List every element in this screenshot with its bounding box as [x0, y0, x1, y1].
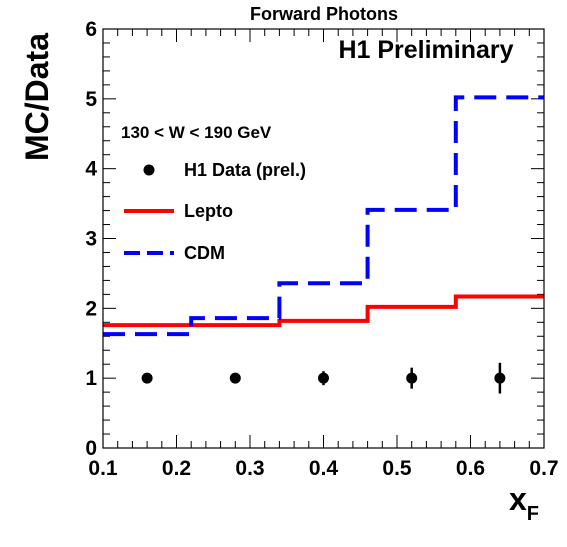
x-tick-label: 0.2	[162, 457, 191, 480]
data-point	[318, 372, 329, 384]
data-point	[141, 372, 153, 384]
preliminary-label: H1 Preliminary	[338, 36, 513, 64]
chart-title: Forward Photons	[250, 4, 398, 24]
y-axis-label: MC/Data	[19, 33, 55, 161]
y-tick-label: 1	[85, 367, 97, 390]
legend-label: CDM	[184, 243, 225, 263]
y-tick-label: 4	[85, 158, 97, 181]
x-axis-label: xF	[509, 481, 539, 525]
data-point	[406, 372, 418, 384]
y-tick-label: 6	[85, 18, 97, 41]
legend-marker-data	[143, 164, 155, 176]
x-axis-label-main: x	[509, 481, 527, 517]
data-point	[494, 372, 506, 384]
x-axis-label-sub: F	[527, 503, 539, 525]
data-point	[229, 372, 241, 384]
plot-frame	[102, 28, 545, 449]
x-tick-label: 0.4	[309, 457, 339, 480]
x-tick-label: 0.1	[88, 457, 118, 480]
lepto-histogram-line	[103, 294, 544, 328]
x-tick-label: 0.3	[235, 457, 264, 480]
y-tick-label: 0	[85, 437, 97, 460]
cut-label: 130 < W < 190 GeV	[121, 123, 272, 142]
y-tick-label: 5	[85, 88, 97, 111]
y-tick-label: 2	[85, 297, 97, 320]
x-tick-label: 0.6	[456, 457, 485, 480]
legend-label: H1 Data (prel.)	[184, 160, 306, 180]
y-tick-label: 3	[85, 228, 97, 251]
legend-label: Lepto	[184, 201, 233, 221]
x-tick-label: 0.5	[382, 457, 412, 480]
cdm-histogram-line	[103, 95, 544, 337]
x-tick-label: 0.7	[529, 457, 558, 480]
